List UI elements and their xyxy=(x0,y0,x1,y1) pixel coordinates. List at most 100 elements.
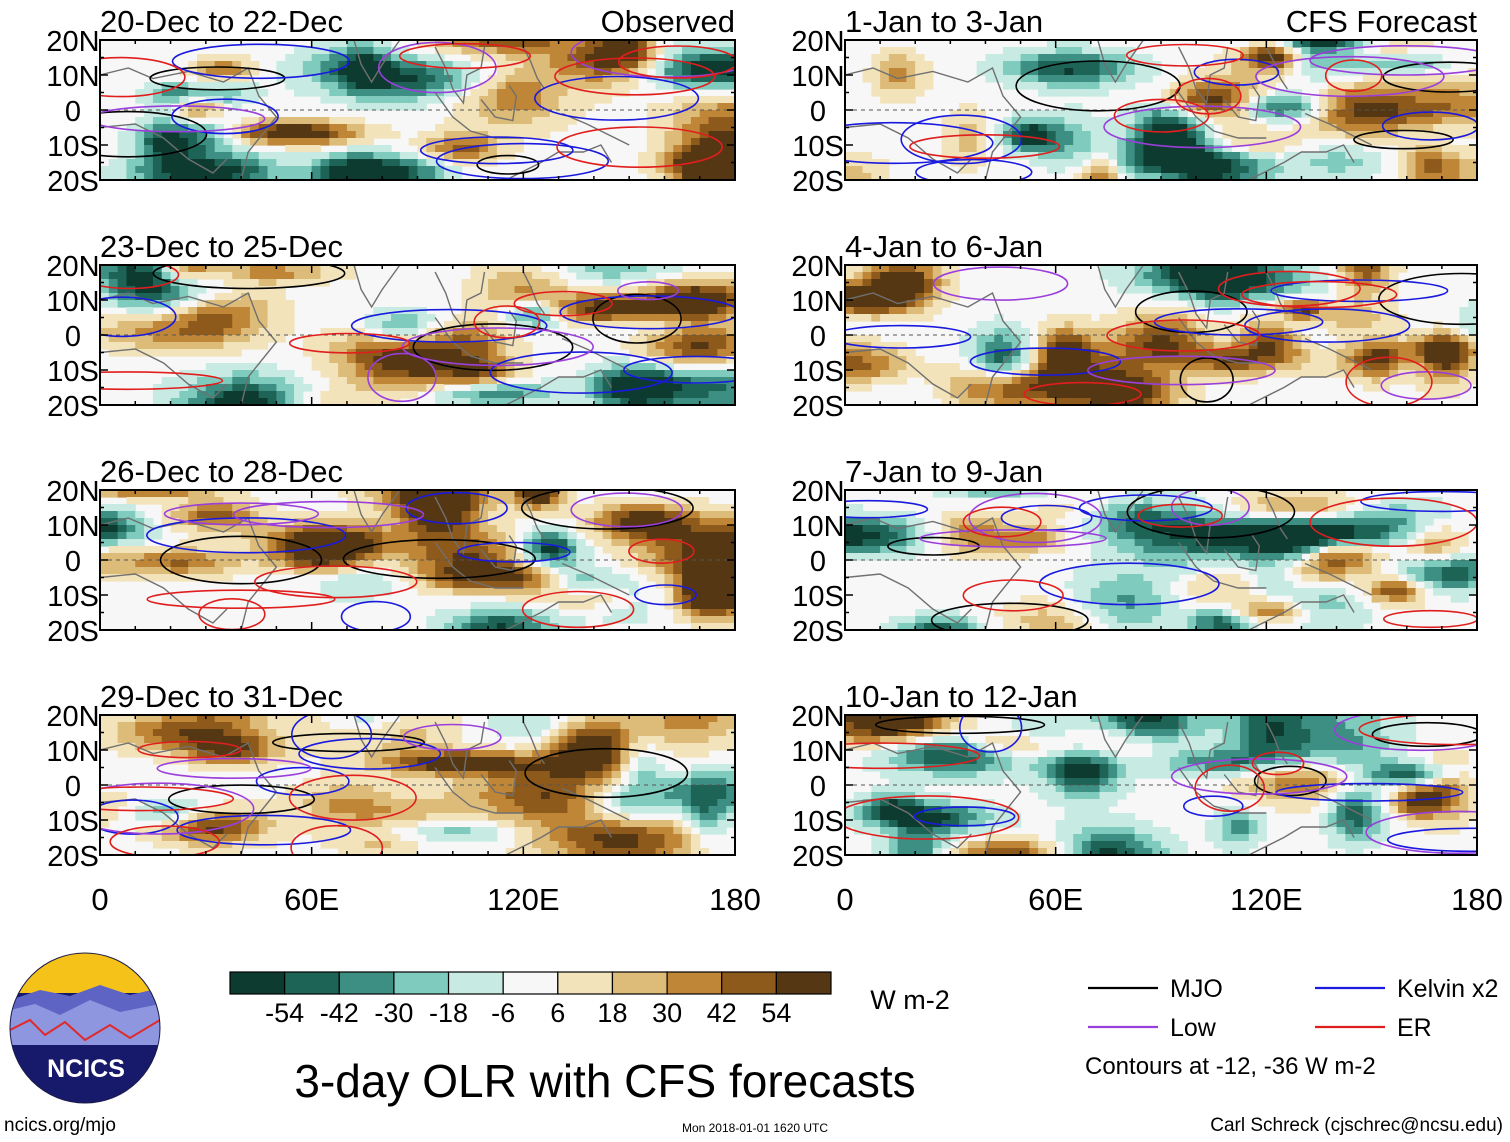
olr-cell xyxy=(391,841,401,849)
olr-cell xyxy=(880,89,890,97)
olr-cell xyxy=(646,771,657,779)
olr-cell xyxy=(302,173,313,180)
olr-cell xyxy=(443,511,454,519)
olr-cell xyxy=(170,265,180,273)
olr-cell xyxy=(214,138,225,146)
olr-cell xyxy=(967,145,978,153)
olr-cell xyxy=(567,532,577,540)
olr-cell xyxy=(408,138,419,146)
olr-cell xyxy=(523,61,533,69)
olr-cell xyxy=(496,68,507,76)
olr-cell xyxy=(496,722,507,730)
olr-cell xyxy=(461,96,472,104)
olr-cell xyxy=(1117,110,1127,118)
olr-cell xyxy=(223,764,233,772)
olr-cell xyxy=(417,757,427,765)
olr-cell xyxy=(355,68,366,76)
olr-cell xyxy=(241,314,251,322)
olr-cell xyxy=(108,300,119,308)
olr-cell xyxy=(629,581,639,589)
olr-cell xyxy=(435,159,445,167)
olr-cell xyxy=(417,138,427,146)
olr-cell xyxy=(346,342,357,350)
olr-cell xyxy=(620,750,630,758)
olr-cell xyxy=(726,110,735,118)
olr-cell xyxy=(311,729,322,737)
olr-cell xyxy=(871,54,881,62)
olr-cell xyxy=(232,546,242,554)
olr-cell xyxy=(496,398,507,405)
olr-cell xyxy=(479,138,489,146)
olr-cell xyxy=(382,384,392,392)
olr-cell xyxy=(726,54,735,62)
olr-cell xyxy=(479,750,489,758)
olr-cell xyxy=(1055,131,1066,139)
olr-cell xyxy=(435,813,445,821)
olr-cell xyxy=(329,567,339,575)
olr-cell xyxy=(950,145,960,153)
olr-cell xyxy=(690,609,701,617)
olr-cell xyxy=(726,124,735,132)
olr-cell xyxy=(461,82,472,90)
olr-cell xyxy=(135,518,145,526)
olr-cell xyxy=(470,68,480,76)
olr-cell xyxy=(258,391,269,399)
olr-cell xyxy=(611,736,621,744)
olr-cell xyxy=(364,321,374,329)
olr-cell xyxy=(646,363,657,371)
olr-cell xyxy=(637,806,648,814)
olr-cell xyxy=(470,377,480,385)
olr-cell xyxy=(452,314,463,322)
olr-cell xyxy=(205,321,216,329)
olr-cell xyxy=(708,68,718,76)
olr-cell xyxy=(276,293,286,301)
olr-cell xyxy=(602,574,613,582)
olr-cell xyxy=(532,321,542,329)
olr-cell xyxy=(267,750,277,758)
olr-cell xyxy=(267,539,277,547)
olr-cell xyxy=(408,159,419,167)
olr-cell xyxy=(576,729,586,737)
olr-cell xyxy=(514,595,524,603)
olr-cell xyxy=(488,293,498,301)
olr-cell xyxy=(426,335,436,343)
olr-cell xyxy=(214,736,225,744)
olr-cell xyxy=(496,532,507,540)
olr-cell xyxy=(100,293,110,301)
olr-cell xyxy=(585,778,595,786)
olr-cell xyxy=(602,504,613,512)
olr-cell xyxy=(276,265,286,273)
olr-cell xyxy=(673,841,683,849)
olr-cell xyxy=(567,567,577,575)
olr-cell xyxy=(479,553,489,561)
olr-cell xyxy=(620,504,630,512)
olr-cell xyxy=(205,272,216,280)
olr-cell xyxy=(505,764,516,772)
olr-cell xyxy=(161,560,172,568)
olr-cell xyxy=(690,820,701,828)
olr-cell xyxy=(223,841,233,849)
olr-cell xyxy=(452,377,463,385)
olr-cell xyxy=(532,813,542,821)
olr-cell xyxy=(311,511,322,519)
olr-cell xyxy=(417,546,427,554)
contour-kelvin-x2 xyxy=(559,295,735,330)
olr-cell xyxy=(329,729,339,737)
olr-cell xyxy=(567,321,577,329)
olr-cell xyxy=(311,138,322,146)
olr-cell xyxy=(258,525,269,533)
olr-cell xyxy=(646,574,657,582)
olr-cell xyxy=(976,61,987,69)
olr-cell xyxy=(267,265,277,273)
olr-cell xyxy=(576,813,586,821)
olr-cell xyxy=(470,799,480,807)
olr-cell xyxy=(329,363,339,371)
olr-cell xyxy=(655,307,666,315)
olr-cell xyxy=(311,736,322,744)
olr-cell xyxy=(699,820,710,828)
olr-cell xyxy=(717,602,727,610)
olr-cell xyxy=(496,743,507,751)
olr-cell xyxy=(364,54,374,62)
olr-cell xyxy=(726,279,735,287)
olr-cell xyxy=(108,567,119,575)
